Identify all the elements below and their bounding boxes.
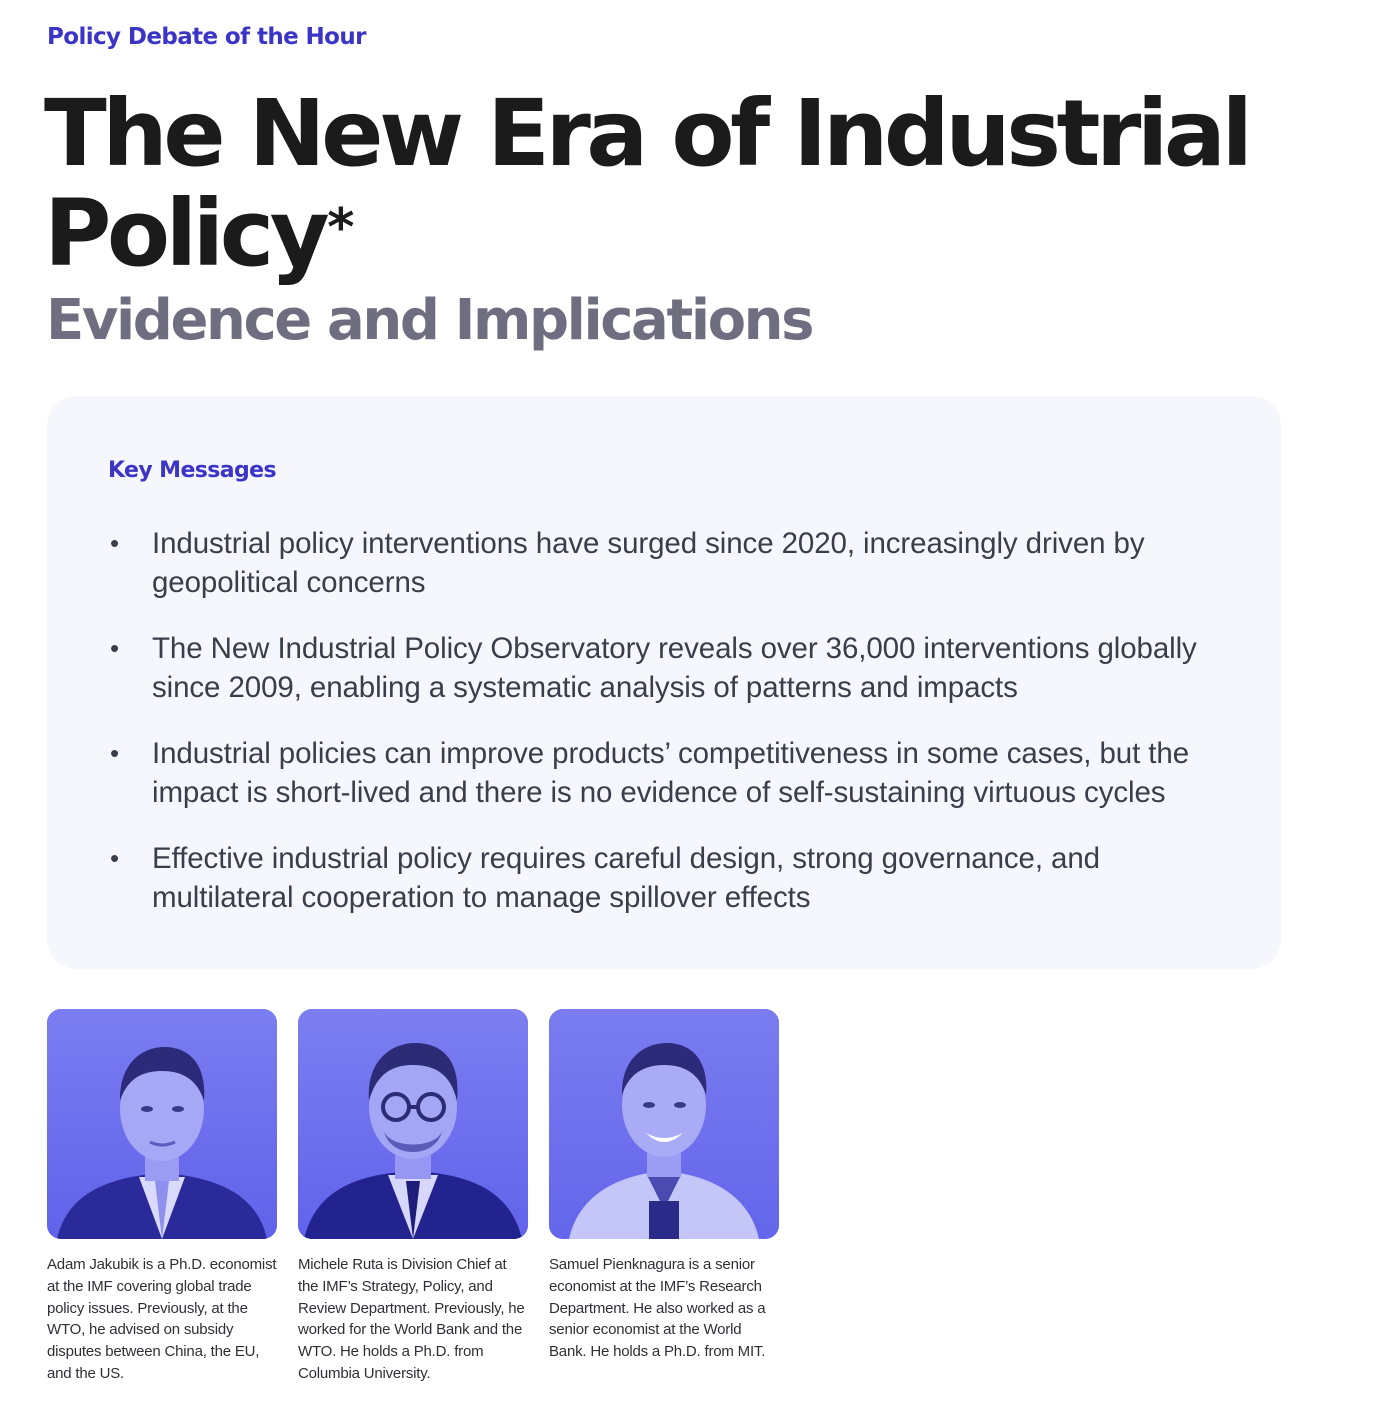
section-kicker: Policy Debate of the Hour (47, 24, 367, 50)
key-messages-box: Key Messages Industrial policy intervent… (47, 396, 1281, 969)
article-subtitle: Evidence and Implications (46, 288, 814, 353)
title-footnote-mark: * (327, 198, 354, 258)
author-photo-1 (47, 1009, 277, 1239)
author-bio-1: Adam Jakubik is a Ph.D. economist at the… (47, 1256, 277, 1382)
person-portrait-icon (298, 1009, 528, 1239)
article-title-text: The New Era of Industrial Policy (44, 80, 1253, 287)
key-message-item: Industrial policy interventions have sur… (108, 524, 1228, 602)
article-title: The New Era of Industrial Policy* (44, 84, 1344, 284)
key-message-item: Effective industrial policy requires car… (108, 839, 1228, 917)
key-message-item: Industrial policies can improve products… (108, 734, 1228, 812)
author-photo-2 (298, 1009, 528, 1239)
person-portrait-icon (47, 1009, 277, 1239)
author-bio-3: Samuel Pienknagura is a senior economist… (549, 1256, 766, 1361)
key-message-item: The New Industrial Policy Observatory re… (108, 629, 1228, 707)
key-messages-list: Industrial policy interventions have sur… (108, 524, 1228, 944)
author-photo-3 (549, 1009, 779, 1239)
author-card-1: Adam Jakubik is a Ph.D. economist at the… (47, 1009, 277, 1385)
author-card-3: Samuel Pienknagura is a senior economist… (549, 1009, 779, 1363)
person-portrait-icon (549, 1009, 779, 1239)
author-card-2: Michele Ruta is Division Chief at the IM… (298, 1009, 528, 1385)
author-bio-2: Michele Ruta is Division Chief at the IM… (298, 1256, 525, 1382)
key-messages-heading: Key Messages (108, 458, 277, 483)
